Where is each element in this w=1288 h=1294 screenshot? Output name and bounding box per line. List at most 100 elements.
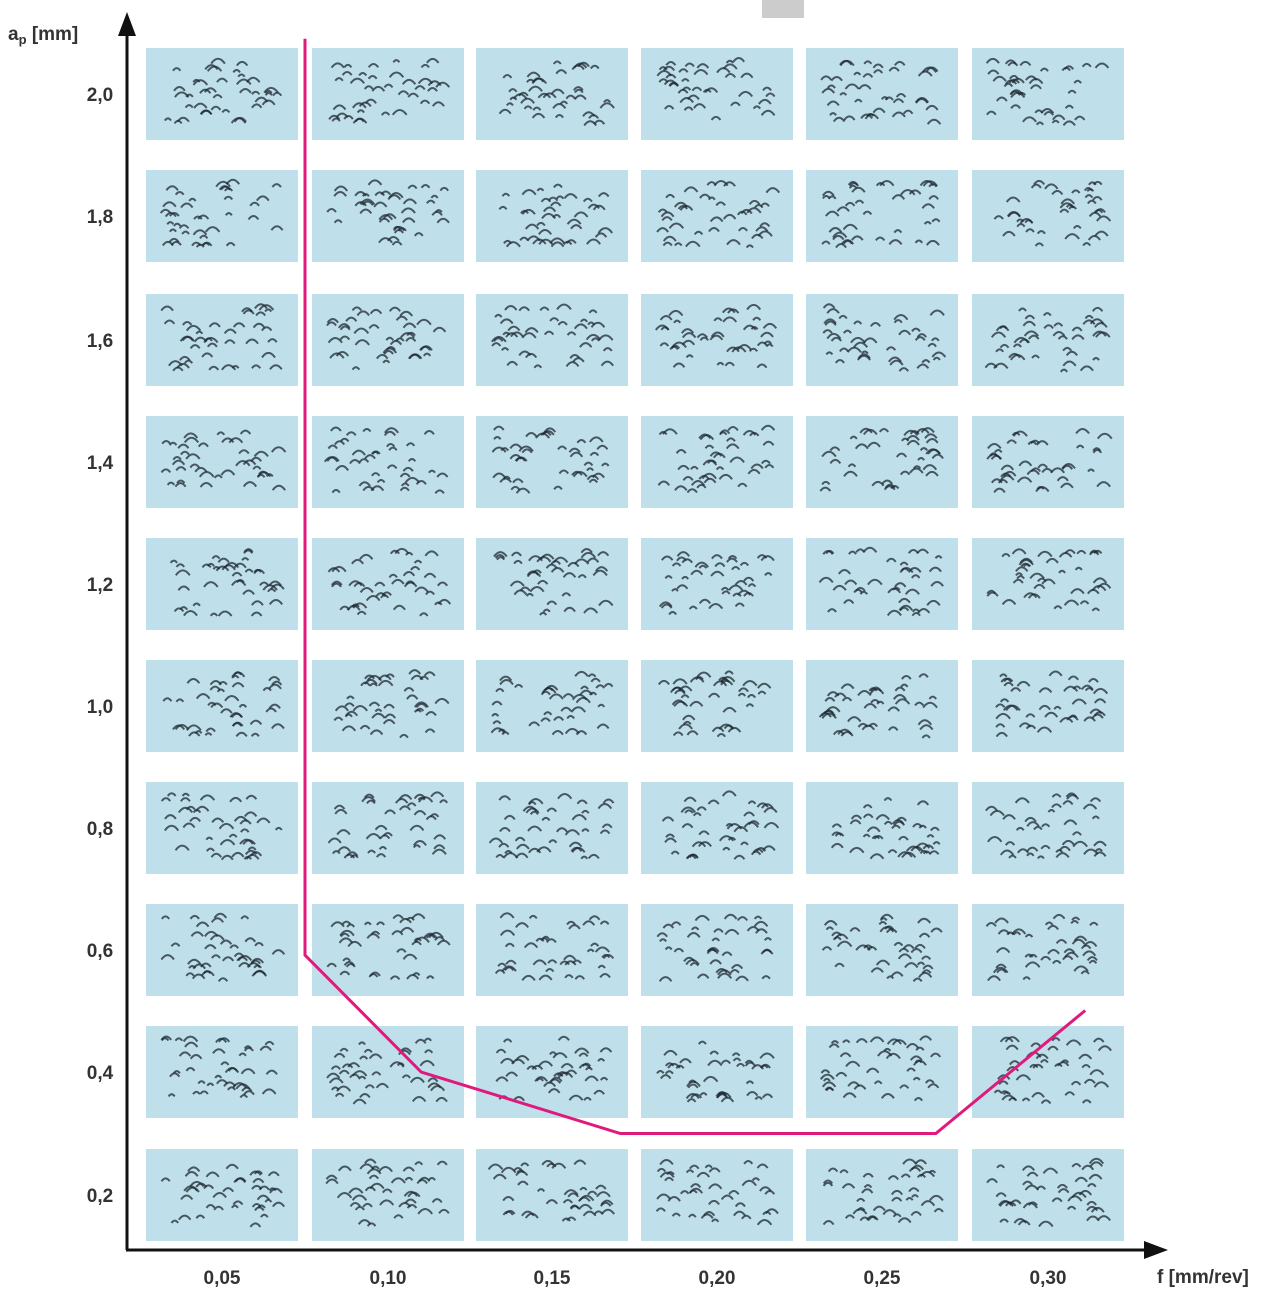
- chip-mark: [503, 1038, 513, 1043]
- chip-mark: [732, 57, 746, 63]
- chip-mark: [597, 227, 614, 234]
- chip-mark: [891, 111, 906, 118]
- chip-mark: [415, 702, 428, 709]
- chip-mark: [192, 229, 208, 236]
- chip-mark: [203, 336, 219, 344]
- chip-mark: [1089, 797, 1102, 803]
- chip-mark: [504, 1209, 516, 1215]
- chip-mark: [553, 716, 565, 722]
- chip-mark: [402, 217, 416, 224]
- chip-mark: [427, 1082, 442, 1089]
- chip-mark: [743, 811, 755, 817]
- chip-mark: [254, 96, 269, 103]
- chip-mark: [262, 584, 278, 591]
- chip-mark: [1018, 92, 1027, 96]
- chip-mark: [898, 367, 910, 372]
- chip-mark: [702, 1075, 719, 1083]
- chip-mark: [201, 242, 211, 246]
- chip-mark: [379, 1199, 395, 1206]
- chip-mark: [329, 352, 345, 359]
- chip-mark: [919, 724, 934, 731]
- chip-mark: [558, 469, 569, 475]
- chip-mark: [1053, 322, 1064, 327]
- chip-mark: [236, 956, 248, 962]
- chip-mark: [922, 180, 938, 187]
- chip-mark: [1015, 826, 1025, 831]
- chip-mark: [740, 72, 754, 79]
- chip-mark: [1071, 938, 1086, 945]
- chip-photo-cell: [312, 294, 464, 386]
- chip-mark: [597, 551, 610, 557]
- chip-mark: [204, 64, 219, 71]
- chip-mark: [829, 446, 841, 452]
- chip-mark: [577, 574, 587, 579]
- chip-mark: [195, 330, 204, 335]
- chip-mark: [851, 235, 864, 241]
- chip-mark: [579, 342, 593, 348]
- chip-mark: [892, 1213, 902, 1218]
- chip-mark: [1061, 464, 1074, 470]
- chip-mark: [830, 1040, 840, 1045]
- chip-mark: [1086, 1200, 1097, 1206]
- chip-mark: [499, 929, 516, 936]
- chip-mark: [1086, 199, 1097, 205]
- cell-background: [146, 904, 298, 996]
- chip-mark: [834, 832, 845, 837]
- chip-mark: [995, 703, 1006, 708]
- chip-mark: [174, 1037, 184, 1042]
- chip-mark: [233, 562, 247, 569]
- chip-photo-cell: [806, 48, 958, 140]
- chip-mark: [765, 187, 781, 194]
- chip-photo-cell: [312, 904, 464, 996]
- chip-mark: [994, 448, 1003, 454]
- chip-mark: [392, 225, 406, 232]
- chip-mark: [989, 452, 998, 457]
- chip-mark: [501, 965, 517, 972]
- chip-mark: [664, 575, 673, 579]
- chip-mark: [376, 921, 386, 926]
- chip-mark: [660, 326, 670, 331]
- chip-mark: [908, 189, 922, 195]
- chip-mark: [677, 204, 688, 210]
- chip-mark: [917, 456, 925, 461]
- chip-mark: [1010, 91, 1026, 99]
- chip-mark: [346, 695, 355, 700]
- chip-mark: [499, 675, 513, 682]
- chip-mark: [1091, 607, 1100, 612]
- chip-mark: [423, 671, 436, 677]
- chip-mark: [253, 1170, 263, 1175]
- chip-mark: [537, 92, 552, 99]
- chip-mark: [538, 974, 553, 981]
- chip-mark: [354, 339, 370, 346]
- chip-mark: [384, 713, 397, 719]
- chip-mark: [673, 319, 682, 324]
- chip-mark: [1040, 955, 1052, 961]
- chip-mark: [721, 790, 737, 797]
- chip-mark: [594, 232, 608, 238]
- chip-mark: [359, 724, 371, 730]
- chip-mark: [417, 1208, 433, 1215]
- chip-mark: [1012, 578, 1024, 584]
- chip-mark: [898, 835, 909, 841]
- chip-mark: [1096, 582, 1112, 589]
- chip-mark: [709, 1050, 719, 1055]
- chip-mark: [334, 1092, 345, 1098]
- chip-mark: [223, 328, 237, 335]
- chip-mark: [673, 947, 685, 953]
- chip-mark: [171, 459, 186, 466]
- chip-mark: [504, 305, 518, 311]
- chip-mark: [185, 324, 202, 332]
- chip-mark: [214, 1074, 223, 1079]
- chip-mark: [359, 587, 374, 593]
- chip-mark: [384, 809, 396, 815]
- chip-mark: [560, 706, 572, 712]
- chip-mark: [716, 361, 725, 366]
- chip-mark: [659, 315, 673, 321]
- chip-mark: [743, 592, 754, 597]
- chip-mark: [526, 71, 541, 78]
- chip-mark: [521, 332, 537, 339]
- chip-mark: [863, 428, 878, 436]
- chip-mark: [696, 483, 707, 489]
- chip-mark: [569, 1205, 580, 1210]
- chip-mark: [419, 99, 431, 105]
